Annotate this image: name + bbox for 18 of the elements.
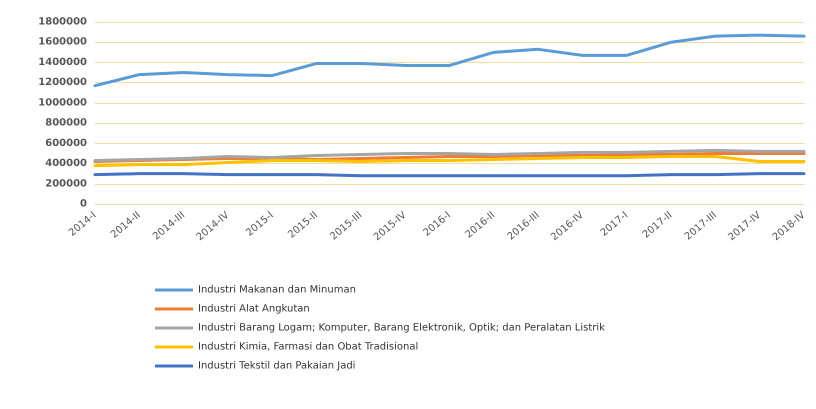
legend-label: Industri Tekstil dan Pakaian Jadi — [198, 360, 356, 372]
line-series — [94, 34, 806, 88]
legend-label: Industri Kimia, Farmasi dan Obat Tradisional — [198, 342, 418, 352]
y-tick-label: 400000 — [45, 158, 88, 170]
y-tick-label: 1400000 — [38, 56, 88, 68]
y-tick-label: 800000 — [45, 118, 88, 129]
line-series — [94, 154, 806, 168]
y-tick-label: 1800000 — [38, 16, 88, 28]
legend-label: Industri Makanan dan Minuman — [198, 284, 356, 296]
y-tick-label: 1200000 — [38, 77, 88, 88]
line-series — [94, 148, 806, 162]
legend-label: Industri Alat Angkutan — [198, 304, 310, 314]
y-tick-label: 600000 — [45, 138, 88, 149]
y-tick-label: 1000000 — [38, 97, 88, 108]
y-tick-label: 1600000 — [38, 36, 88, 48]
legend-label: Industri Barang Logam; Komputer, Barang Elektronik, Optik; dan Peralatan Listrik — [198, 322, 606, 334]
y-tick-label: 200000 — [45, 178, 88, 190]
y-tick-label: 0 — [80, 198, 88, 210]
